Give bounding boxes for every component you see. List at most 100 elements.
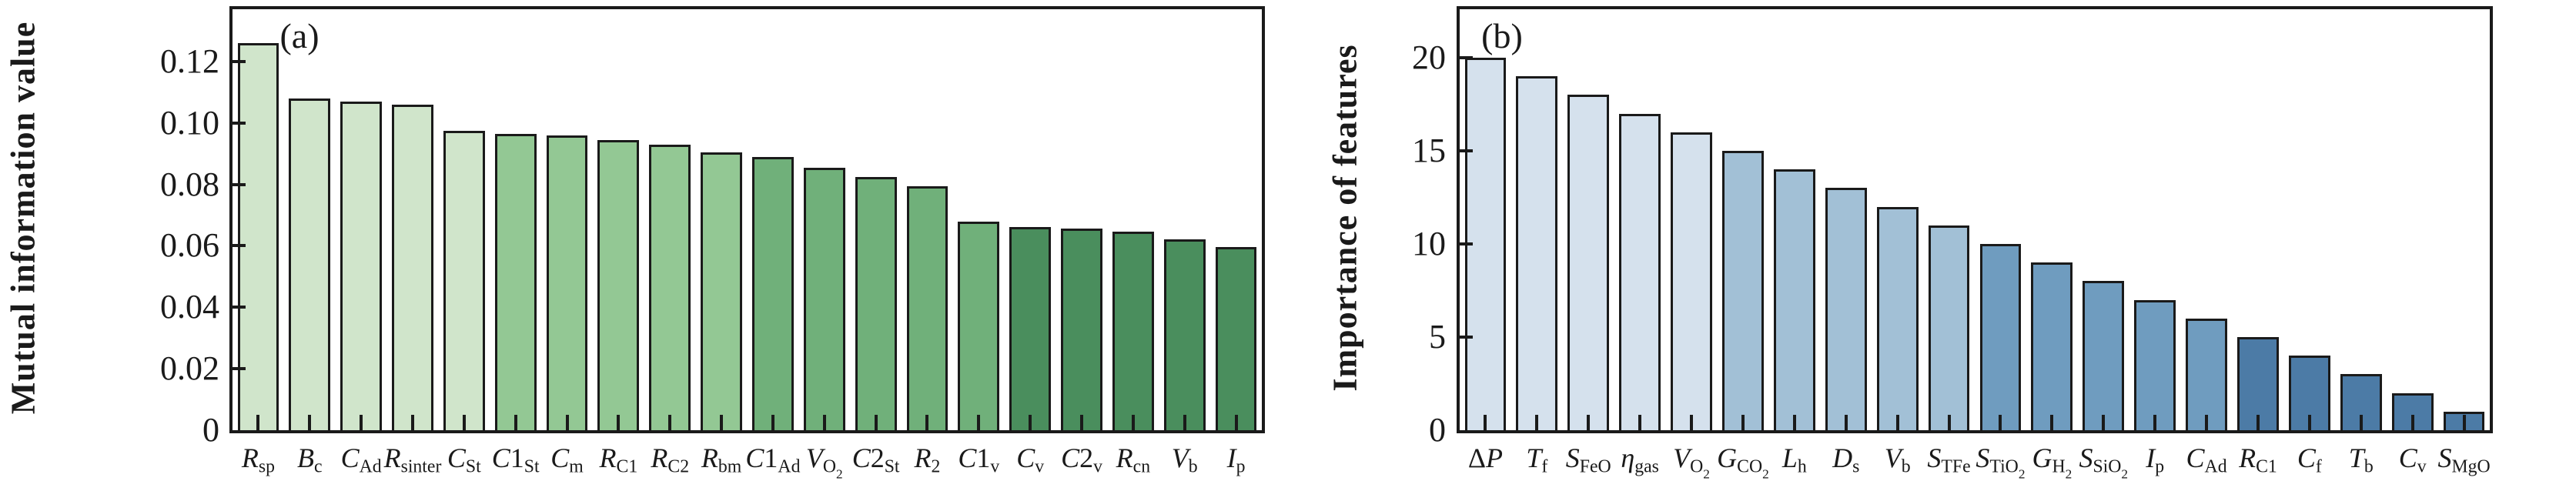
x-tick-D_s [1844, 415, 1848, 430]
bar-R_sinter [392, 104, 433, 430]
x-tick-S_SiO2 [2102, 415, 2106, 430]
x-tick-C_v [1029, 415, 1032, 430]
bar-G_H2 [2031, 262, 2073, 430]
x-tick-C2_v [1080, 415, 1084, 430]
bar-R_C2 [649, 144, 691, 430]
y-tick-0.02 [233, 367, 246, 371]
y-axis-title-a: Mutual information value [4, 21, 42, 415]
x-tick-C_m [565, 415, 569, 430]
x-tick-label-C2_St: C2St [852, 442, 900, 483]
x-tick-label-B_c: Bc [297, 442, 323, 483]
label-segment: C [1061, 443, 1080, 473]
label-segment: L [1781, 443, 1798, 473]
label-segment: C [2297, 443, 2316, 473]
label-segment: O [1690, 456, 1704, 477]
bar-V_b [1876, 206, 1919, 430]
label-segment: S [2437, 443, 2452, 473]
label-segment: TiO [1989, 456, 2019, 477]
x-tick-R_sp [256, 415, 260, 430]
label-segment: H [2052, 456, 2066, 477]
panel-letter-b: (b) [1481, 16, 1523, 55]
y-tick-0.12 [233, 59, 246, 63]
bar-R_C1 [2237, 336, 2279, 430]
x-tick-R_sinter [410, 415, 414, 430]
label-segment: p [1236, 456, 1246, 477]
label-segment: m [569, 456, 584, 477]
x-tick-C1_v [977, 415, 981, 430]
x-tick-L_h [1792, 415, 1796, 430]
label-segment: η [1621, 443, 1635, 473]
label-segment: 2 [2065, 466, 2073, 482]
x-tick-label-T_f: Tf [1526, 442, 1547, 483]
label-segment: b [1188, 456, 1198, 477]
label-segment: V [1884, 443, 1902, 473]
x-tick-label-V_b: Vb [1885, 442, 1911, 483]
y-tick-label-0.08: 0.08 [160, 165, 219, 203]
x-tick-R_C1 [2256, 415, 2260, 430]
label-segment: c [313, 456, 323, 477]
bar-I_p [2134, 299, 2176, 430]
bar-C_Ad [2186, 318, 2227, 430]
label-segment: v [2417, 456, 2427, 477]
y-tick-label-0.06: 0.06 [160, 226, 219, 265]
label-segment: R [651, 443, 668, 473]
label-segment: p [2155, 456, 2165, 477]
x-tick-T_b [2359, 415, 2363, 430]
y-tick-15 [1460, 149, 1473, 152]
label-segment: G [2032, 443, 2052, 473]
label-segment: f [2315, 456, 2322, 477]
x-tick-label-C1_v: C1v [958, 442, 999, 483]
x-tick-ΔP [1484, 415, 1487, 430]
label-segment: R [2239, 443, 2257, 473]
x-tick-C_Ad [360, 415, 363, 430]
label-segment: Ad [2204, 456, 2227, 477]
x-tick-S_MgO [2462, 415, 2466, 430]
plot-area-a: (a) [229, 6, 1265, 433]
label-segment: FeO [1579, 456, 1611, 477]
x-tick-R_bm [720, 415, 724, 430]
y-tick-label-10: 10 [1412, 224, 1446, 262]
label-segment: SiO [2093, 456, 2122, 477]
bar-C1_Ad [752, 156, 794, 430]
label-segment: s [1852, 456, 1860, 477]
label-segment: C [851, 443, 871, 473]
x-tick-label-R_bm: Rbm [701, 442, 741, 483]
label-segment: 2 [1703, 466, 1710, 482]
x-tick-V_b [1895, 415, 1899, 430]
label-segment: St [465, 456, 481, 477]
label-segment: 2 [836, 466, 843, 482]
x-tick-S_TFe [1947, 415, 1951, 430]
label-segment: St [884, 456, 900, 477]
x-tick-C_Ad [2205, 415, 2209, 430]
bar-R_sp [237, 42, 279, 430]
y-tick-label-0: 0 [1429, 411, 1446, 449]
bar-G_CO2 [1722, 150, 1764, 430]
label-segment: 2 [2018, 466, 2026, 482]
label-segment: R [701, 443, 718, 473]
label-segment: C [2398, 443, 2417, 473]
x-tick-V_O2 [1690, 415, 1694, 430]
y-tick-20 [1460, 55, 1473, 59]
y-tick-label-5: 5 [1429, 317, 1446, 356]
x-tick-I_p [1234, 415, 1238, 430]
bar-C_St [443, 130, 485, 430]
label-segment: MgO [2451, 456, 2491, 477]
y-tick-label-0.02: 0.02 [160, 349, 219, 388]
y-tick-label-0.12: 0.12 [160, 42, 219, 80]
label-segment: R [1116, 443, 1133, 473]
x-tick-label-D_s: Ds [1832, 442, 1859, 483]
x-tick-label-C_v: Cv [2399, 442, 2427, 483]
x-tick-label-C_Ad: CAd [2186, 442, 2227, 483]
label-segment: B [296, 443, 314, 473]
bar-R_2 [906, 185, 948, 430]
x-tick-R_C1 [617, 415, 621, 430]
label-segment: 1 [510, 443, 524, 473]
label-segment: cn [1132, 456, 1151, 477]
label-segment: b [2364, 456, 2374, 477]
bar-S_SiO2 [2083, 281, 2125, 430]
y-tick-label-0: 0 [202, 411, 219, 449]
y-tick-0.08 [233, 182, 246, 186]
bar-C_m [546, 135, 588, 430]
bar-η_gas [1619, 113, 1661, 430]
x-tick-V_b [1183, 415, 1186, 430]
